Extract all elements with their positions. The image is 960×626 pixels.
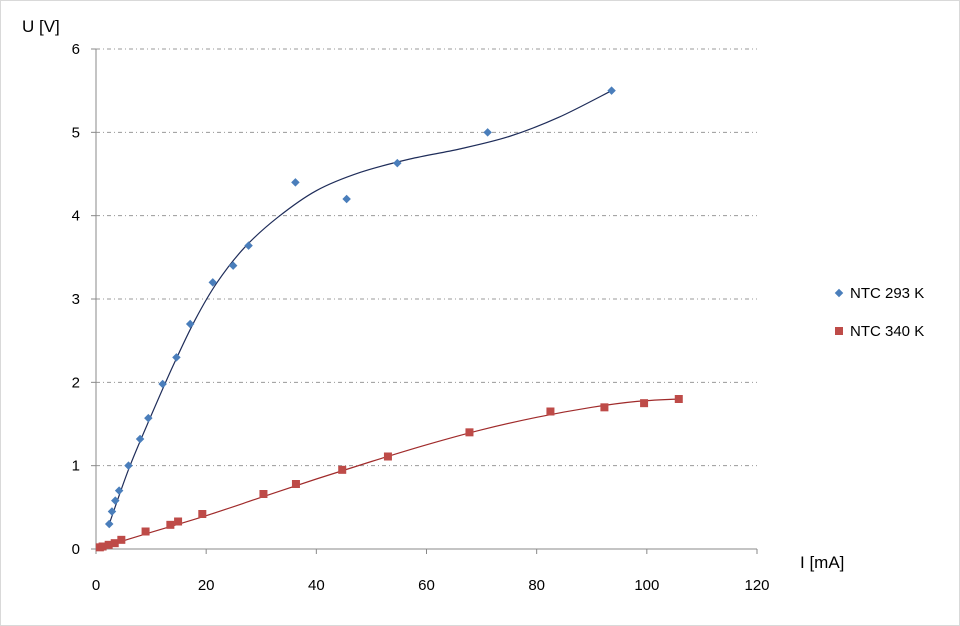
data-point-ntc-293 — [483, 128, 492, 137]
data-point-ntc-340 — [338, 465, 347, 474]
data-point-ntc-340 — [166, 520, 175, 529]
data-point-ntc-340 — [98, 542, 107, 551]
data-point-ntc-340 — [104, 540, 113, 549]
x-tick-labels: 0 20 40 60 80 100 120 — [92, 549, 770, 594]
data-point-ntc-293 — [111, 496, 120, 505]
legend-entry-ntc-293: NTC 293 K — [834, 285, 924, 302]
x-tick-label: 80 — [528, 577, 545, 594]
data-point-ntc-340 — [141, 527, 150, 536]
x-tick-label: 120 — [744, 577, 769, 594]
legend: NTC 293 K NTC 340 K — [834, 285, 924, 340]
data-point-ntc-293 — [172, 353, 181, 362]
y-tick-label: 6 — [72, 41, 80, 58]
data-point-ntc-293 — [144, 413, 153, 423]
y-tick-label: 0 — [72, 541, 80, 558]
x-tick-label: 60 — [418, 577, 435, 594]
data-point-ntc-293 — [393, 158, 402, 168]
x-tick-label: 40 — [308, 577, 325, 594]
data-point-ntc-340 — [259, 490, 268, 498]
data-point-ntc-293 — [342, 194, 351, 204]
data-point-ntc-340 — [383, 452, 392, 461]
x-tick-label: 0 — [92, 577, 100, 594]
y-tick-label: 1 — [72, 458, 80, 475]
y-tick-label: 4 — [72, 208, 80, 225]
data-point-ntc-293 — [158, 379, 167, 389]
data-point-ntc-340 — [174, 517, 183, 526]
data-point-ntc-293 — [114, 486, 124, 495]
data-point-ntc-340 — [465, 428, 474, 437]
gridlines — [96, 48, 757, 467]
data-point-ntc-340 — [546, 407, 555, 416]
data-point-ntc-340 — [110, 539, 119, 548]
data-point-ntc-293 — [135, 434, 145, 444]
y-axis-label: U [V] — [22, 17, 60, 36]
x-tick-label: 20 — [198, 577, 215, 594]
trendline-ntc-340 — [99, 398, 679, 548]
data-point-ntc-293 — [244, 241, 253, 250]
data-point-ntc-340 — [600, 403, 609, 412]
legend-label-ntc-340: NTC 340 K — [850, 323, 924, 340]
data-point-ntc-340 — [291, 480, 300, 488]
legend-marker-ntc-293 — [834, 288, 844, 298]
data-point-ntc-293 — [228, 261, 238, 270]
data-point-ntc-340 — [117, 535, 126, 544]
data-point-ntc-293 — [104, 519, 114, 529]
trendline-ntc-293 — [108, 90, 612, 525]
data-point-ntc-340 — [674, 395, 683, 403]
x-tick-label: 100 — [634, 577, 659, 594]
y-tick-labels: 0 1 2 3 4 5 6 — [72, 41, 96, 558]
data-points — [95, 86, 683, 552]
data-point-ntc-293 — [208, 278, 218, 287]
data-point-ntc-293 — [185, 319, 195, 329]
legend-marker-ntc-340 — [835, 327, 843, 335]
x-axis-label: I [mA] — [800, 553, 844, 572]
data-point-ntc-340 — [640, 399, 649, 408]
legend-label-ntc-293: NTC 293 K — [850, 285, 924, 302]
legend-entry-ntc-340: NTC 340 K — [835, 323, 924, 340]
data-point-ntc-293 — [607, 86, 616, 95]
data-point-ntc-293 — [291, 178, 300, 187]
y-tick-label: 3 — [72, 291, 80, 308]
y-tick-label: 2 — [72, 374, 80, 391]
data-point-ntc-293 — [124, 461, 133, 470]
y-tick-label: 5 — [72, 124, 80, 141]
data-point-ntc-340 — [198, 510, 207, 518]
trendlines — [99, 90, 679, 548]
